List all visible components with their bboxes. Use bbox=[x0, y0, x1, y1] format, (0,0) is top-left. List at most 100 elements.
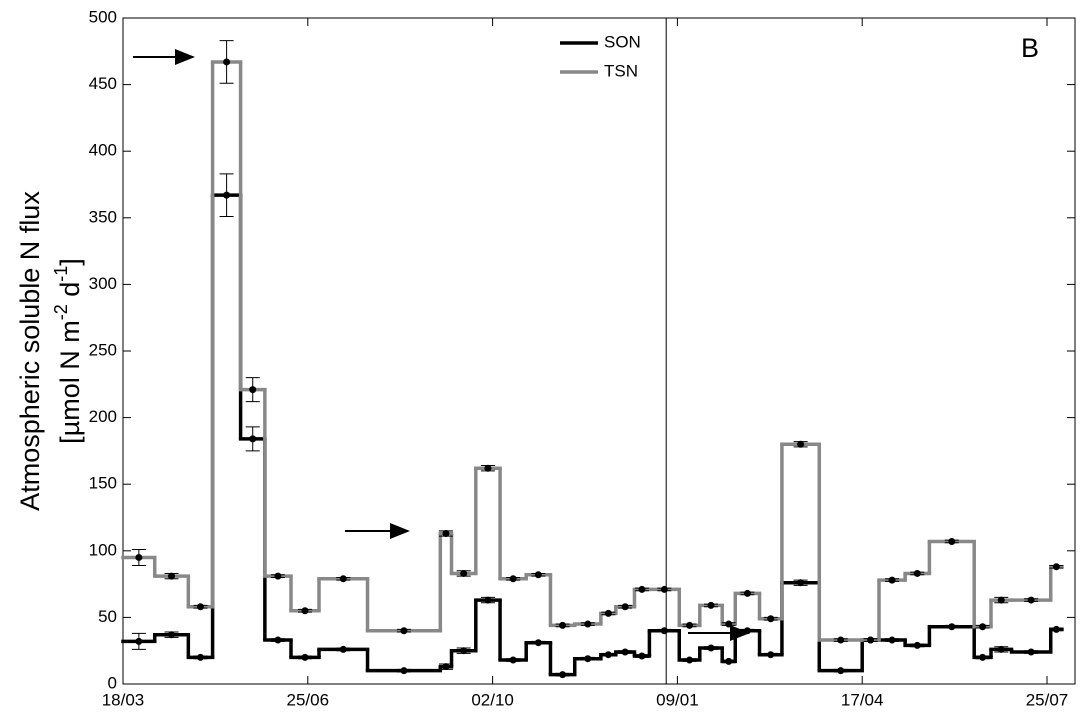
data-point bbox=[559, 671, 567, 679]
x-tick-label: 09/01 bbox=[656, 690, 699, 709]
y-tick-label: 400 bbox=[89, 141, 117, 160]
x-tick-label: 25/07 bbox=[1026, 690, 1069, 709]
data-point bbox=[604, 651, 612, 659]
unit-text: [µmol N m bbox=[55, 320, 85, 444]
data-point bbox=[339, 575, 347, 583]
data-point bbox=[725, 620, 733, 628]
data-point bbox=[168, 572, 176, 580]
data-point bbox=[767, 651, 775, 659]
data-point bbox=[584, 655, 592, 663]
data-point bbox=[604, 609, 612, 617]
superscript: -2 bbox=[51, 304, 71, 320]
data-point bbox=[707, 601, 715, 609]
data-point bbox=[660, 627, 668, 635]
data-point bbox=[948, 537, 956, 545]
data-point bbox=[797, 440, 805, 448]
superscript: -1 bbox=[51, 266, 71, 282]
y-tick-label: 100 bbox=[89, 540, 117, 559]
data-point bbox=[509, 575, 517, 583]
data-point bbox=[301, 653, 309, 661]
data-point bbox=[888, 576, 896, 584]
data-point bbox=[743, 627, 751, 635]
y-tick-label: 0 bbox=[108, 673, 117, 692]
data-point bbox=[743, 589, 751, 597]
data-point bbox=[135, 637, 143, 645]
legend-label: SON bbox=[604, 32, 641, 51]
y-tick-label: 500 bbox=[89, 7, 117, 26]
data-point bbox=[997, 645, 1005, 653]
data-point bbox=[979, 653, 987, 661]
data-point bbox=[621, 648, 629, 656]
data-point bbox=[948, 623, 956, 631]
data-point bbox=[867, 636, 875, 644]
data-point bbox=[660, 585, 668, 593]
data-point bbox=[484, 464, 492, 472]
y-tick-label: 200 bbox=[89, 407, 117, 426]
data-point bbox=[638, 585, 646, 593]
data-point bbox=[274, 636, 282, 644]
data-point bbox=[534, 571, 542, 579]
data-point bbox=[509, 656, 517, 664]
y-axis-unit: [µmol N m-2 d-1] bbox=[51, 258, 85, 444]
data-point bbox=[584, 620, 592, 628]
data-point bbox=[301, 607, 309, 615]
data-point bbox=[797, 579, 805, 587]
panel-label: B bbox=[1021, 33, 1039, 63]
series bbox=[121, 40, 1064, 644]
data-point bbox=[442, 529, 450, 537]
data-point bbox=[400, 627, 408, 635]
x-tick-label: 18/03 bbox=[102, 690, 145, 709]
data-point bbox=[913, 569, 921, 577]
data-point bbox=[249, 435, 257, 443]
data-point bbox=[1027, 596, 1035, 604]
x-tick-label: 17/04 bbox=[841, 690, 884, 709]
data-point bbox=[1052, 563, 1060, 571]
y-tick-label: 50 bbox=[98, 607, 117, 626]
data-point bbox=[837, 667, 845, 675]
data-point bbox=[400, 667, 408, 675]
data-point bbox=[725, 657, 733, 665]
data-point bbox=[913, 641, 921, 649]
data-point bbox=[223, 58, 231, 66]
data-point bbox=[559, 621, 567, 629]
y-tick-label: 300 bbox=[89, 274, 117, 293]
y-axis-title: Atmospheric soluble N flux bbox=[15, 191, 45, 511]
data-point bbox=[621, 603, 629, 611]
data-point bbox=[196, 603, 204, 611]
data-point bbox=[979, 623, 987, 631]
data-point bbox=[837, 636, 845, 644]
data-point bbox=[767, 615, 775, 623]
y-tick-label: 150 bbox=[89, 474, 117, 493]
data-point bbox=[997, 596, 1005, 604]
legend-label: TSN bbox=[604, 61, 638, 80]
data-point bbox=[168, 631, 176, 639]
data-point bbox=[442, 663, 450, 671]
y-tick-label: 250 bbox=[89, 340, 117, 359]
data-point bbox=[1052, 625, 1060, 633]
data-point bbox=[707, 644, 715, 652]
data-point bbox=[274, 572, 282, 580]
y-tick-label: 350 bbox=[89, 207, 117, 226]
data-point bbox=[249, 386, 257, 394]
data-point bbox=[686, 656, 694, 664]
data-point bbox=[1027, 648, 1035, 656]
y-tick-label: 450 bbox=[89, 74, 117, 93]
data-point bbox=[460, 647, 468, 655]
data-point bbox=[534, 639, 542, 647]
data-point bbox=[638, 652, 646, 660]
x-tick-label: 25/06 bbox=[287, 690, 330, 709]
data-point bbox=[484, 596, 492, 604]
unit-text: d bbox=[55, 282, 85, 305]
y-axis-label: Atmospheric soluble N flux [µmol N m-2 d-… bbox=[15, 191, 85, 511]
data-point bbox=[686, 621, 694, 629]
unit-text: ] bbox=[55, 258, 85, 266]
x-tick-label: 02/10 bbox=[471, 690, 514, 709]
data-point bbox=[460, 569, 468, 577]
data-point bbox=[196, 653, 204, 661]
data-point bbox=[888, 636, 896, 644]
data-point bbox=[339, 645, 347, 653]
data-point bbox=[135, 553, 143, 561]
data-point bbox=[223, 191, 231, 199]
